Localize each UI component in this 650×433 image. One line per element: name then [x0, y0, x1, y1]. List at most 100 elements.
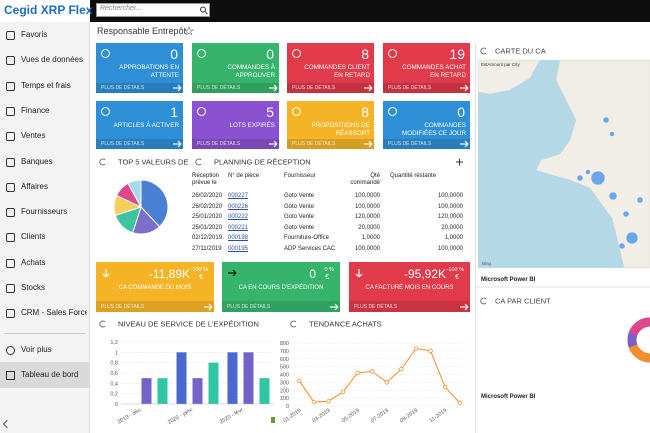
- tile-footer-label: PLUS DE DÉTAILS: [388, 141, 432, 147]
- sidebar-label: Affaires: [21, 181, 48, 191]
- tile[interactable]: 8 COMMANDES CLIENT EN RETARD PLUS DE DÉTAI…: [287, 43, 374, 93]
- tile-footer-label: PLUS DE DÉTAILS: [292, 141, 336, 147]
- tile[interactable]: 0 COMMANDES MODIFIÉES CE JOUR PLUS DE DÉTA…: [383, 101, 470, 149]
- y-tick-label: 0,6: [110, 371, 118, 377]
- tile[interactable]: 0 COMMANDES À APPROUVER PLUS DE DÉTAILS: [192, 43, 279, 93]
- point: [311, 399, 317, 405]
- logo: Cegid XRP Flex: [4, 3, 93, 17]
- tile-footer: [349, 301, 470, 312]
- tile-icon: [292, 107, 301, 116]
- point: [457, 400, 462, 406]
- x-tick-label: 2020 - févr.: [219, 406, 246, 425]
- pie-slice: [114, 206, 142, 234]
- tile[interactable]: 5 LOTS EXPIRÉS PLUS DE DÉTAILS: [192, 101, 279, 149]
- pie-slice: [127, 179, 142, 208]
- table-cell: 1,0000: [361, 235, 380, 242]
- sidebar-item[interactable]: Vues de données: [0, 50, 89, 70]
- tile-value: 0: [266, 46, 274, 62]
- tile-label: COMMANDES À APPROUVER: [227, 64, 275, 79]
- kpi-currency: €: [325, 274, 329, 281]
- kpi-tile[interactable]: -95,92K -100 % € CA FACTURÉ MOIS EN COURS PL…: [349, 262, 470, 312]
- point: [384, 380, 389, 385]
- kpi-tile[interactable]: -11,89K -100 % € CA COMMANDE DU MOIS PLUS DE…: [96, 262, 214, 312]
- table-header: Fournisseur: [284, 173, 316, 179]
- table-link[interactable]: 000226: [228, 203, 249, 210]
- point: [370, 369, 375, 374]
- x-tick-label: 2020 - janv.: [167, 406, 195, 426]
- sidebar-label: Voir plus: [21, 345, 52, 354]
- tile[interactable]: 1 ARTICLES À ACTIVER PLUS DE DÉTAILS: [96, 101, 183, 149]
- sidebar-item[interactable]: CRM - Sales Force...: [0, 303, 89, 323]
- tile-value: 0: [457, 104, 465, 120]
- logo-area: [0, 0, 90, 22]
- bar: [243, 352, 254, 404]
- tile-label: APPROBATIONS EN ATTENTE: [119, 64, 179, 79]
- table-cell: 26/02/2020: [192, 203, 223, 210]
- sidebar-item[interactable]: Achats: [0, 253, 89, 273]
- table-cell: Goto Vente: [284, 193, 315, 199]
- tile[interactable]: 0 APPROBATIONS EN ATTENTE PLUS DE DÉTAILS: [96, 43, 183, 93]
- sidebar-item[interactable]: Voir plus: [0, 340, 89, 360]
- sidebar-label: CRM - Sales Force...: [21, 308, 87, 318]
- sidebar-item[interactable]: Affaires: [0, 177, 89, 197]
- x-tick-label: 2019 - déc.: [117, 406, 144, 425]
- table-cell: 26/02/2020: [192, 193, 223, 199]
- y-tick-label: 0: [115, 402, 118, 408]
- table-header: Qté commandé: [350, 173, 380, 186]
- table-link[interactable]: 000227: [228, 193, 249, 199]
- y-tick-label: 1,2: [110, 340, 118, 346]
- y-tick-label: 1: [115, 350, 118, 356]
- table-link[interactable]: 000221: [228, 224, 249, 231]
- pie-slice: [115, 182, 143, 209]
- table-cell: 100,0000: [354, 246, 380, 252]
- tile-label: ARTICLES À ACTIVER: [113, 122, 179, 129]
- search-box[interactable]: Rechercher...: [96, 3, 210, 17]
- sidebar-item[interactable]: Clients: [0, 227, 89, 247]
- search-placeholder: Rechercher...: [100, 5, 142, 12]
- table-cell: 100,0000: [437, 246, 463, 252]
- table-cell: Goto Vente: [284, 224, 315, 231]
- table-cell: 1,0000: [444, 235, 463, 242]
- table-link[interactable]: 000198: [228, 235, 249, 242]
- sidebar-item[interactable]: Banques: [0, 152, 89, 172]
- sidebar-item[interactable]: Stocks: [0, 278, 89, 298]
- kpi-change: -100 %: [446, 267, 464, 273]
- sidebar-icon: [6, 182, 15, 192]
- y-tick-label: 300: [280, 380, 289, 386]
- tile-footer: [192, 83, 279, 93]
- sidebar-item[interactable]: Ventes: [0, 126, 89, 146]
- tile[interactable]: 8 PROPOSITIONS DE RÉASSORT PLUS DE DÉTAILS: [287, 101, 374, 149]
- sidebar-icon: [6, 233, 15, 243]
- x-tick-label: 05-2019: [341, 408, 361, 424]
- table-cell: 120,0000: [437, 214, 463, 221]
- bar: [227, 352, 238, 404]
- x-tick-label: 01-2019: [282, 408, 302, 424]
- sidebar-label: Vues de données: [21, 55, 83, 65]
- sidebar-icon: [6, 106, 15, 116]
- x-tick-label: 03-2019: [312, 408, 332, 424]
- tile-footer: [96, 83, 183, 93]
- tile-icon: [101, 49, 110, 58]
- sidebar-item[interactable]: Favoris: [0, 25, 89, 45]
- bar: [259, 378, 270, 404]
- tile-footer: [383, 139, 470, 149]
- sidebar-icon: [6, 371, 15, 380]
- sidebar-item-active[interactable]: Tableau de bord: [0, 362, 89, 388]
- sidebar-icon: [6, 284, 15, 293]
- tile-footer-label: PLUS DE DÉTAILS: [227, 304, 271, 310]
- kpi-change: 0 %: [324, 267, 334, 273]
- kpi-tile[interactable]: 0 0 % € CA EN COURS D'EXPÉDITION PLUS DE DÉT…: [222, 262, 340, 312]
- table-link[interactable]: 000195: [228, 246, 249, 252]
- tile[interactable]: 19 COMMANDES ACHAT EN RETARD PLUS DE DÉTAI…: [383, 43, 470, 93]
- y-tick-label: 0: [286, 404, 289, 410]
- bar: [157, 378, 168, 404]
- panel-title: TOP 5 VALEURS DE: [118, 158, 188, 167]
- sidebar-item[interactable]: Temps et frais: [0, 76, 89, 96]
- table-link[interactable]: 000222: [228, 214, 249, 221]
- kpi-value: 0: [309, 267, 316, 281]
- bar: [208, 362, 219, 404]
- sidebar-icon: [6, 56, 15, 66]
- sidebar-item[interactable]: Finance: [0, 101, 89, 121]
- tile-footer: [192, 139, 279, 149]
- sidebar-item[interactable]: Fournisseurs: [0, 202, 89, 222]
